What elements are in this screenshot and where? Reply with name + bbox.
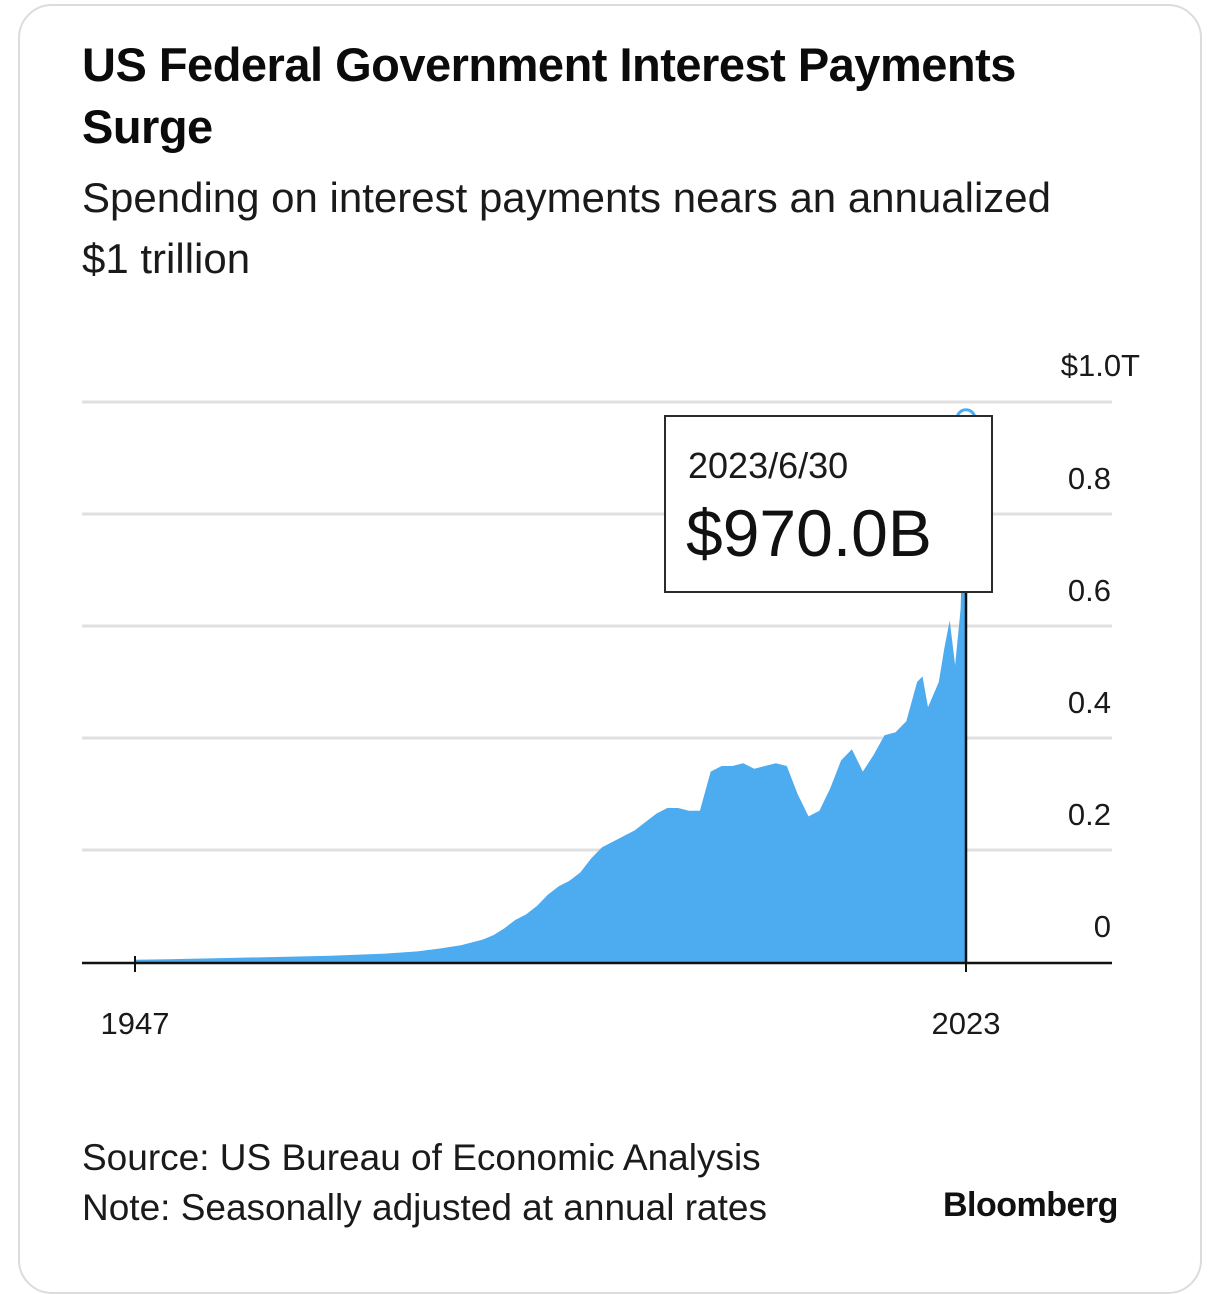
chart-footer: Source: US Bureau of Economic Analysis N… — [82, 1133, 767, 1233]
y-tick-label-2: 0.6 — [1068, 573, 1111, 608]
y-tick-label-4: 0.2 — [1068, 797, 1111, 832]
chart-plot: $1.0T 0.8 0.6 0.4 0.2 0 1947 2023 — [82, 348, 1140, 1041]
bloomberg-logo: Bloomberg — [943, 1186, 1118, 1224]
y-tick-label-5: 0 — [1094, 909, 1111, 944]
y-tick-label-1: 0.8 — [1068, 461, 1111, 496]
series-area-fill — [135, 418, 966, 962]
value-tooltip: 2023/6/30 $970.0B — [664, 415, 993, 593]
x-tick-label-end: 2023 — [932, 1006, 1001, 1041]
source-note: Source: US Bureau of Economic Analysis — [82, 1137, 761, 1178]
series-area — [135, 418, 966, 962]
chart-card — [18, 4, 1202, 1294]
y-tick-label-3: 0.4 — [1068, 685, 1111, 720]
tooltip-value: $970.0B — [686, 496, 932, 570]
chart-subtitle: Spending on interest payments nears an a… — [82, 174, 1051, 282]
y-tick-label-0: $1.0T — [1061, 348, 1140, 383]
tooltip-date: 2023/6/30 — [688, 445, 849, 486]
adjustment-note: Note: Seasonally adjusted at annual rate… — [82, 1187, 767, 1228]
x-tick-label-start: 1947 — [101, 1006, 170, 1041]
x-axis-labels: 1947 2023 — [101, 1006, 1001, 1041]
y-axis-labels: $1.0T 0.8 0.6 0.4 0.2 0 — [1061, 348, 1140, 944]
chart-title: US Federal Government Interest Payments … — [82, 38, 1016, 153]
